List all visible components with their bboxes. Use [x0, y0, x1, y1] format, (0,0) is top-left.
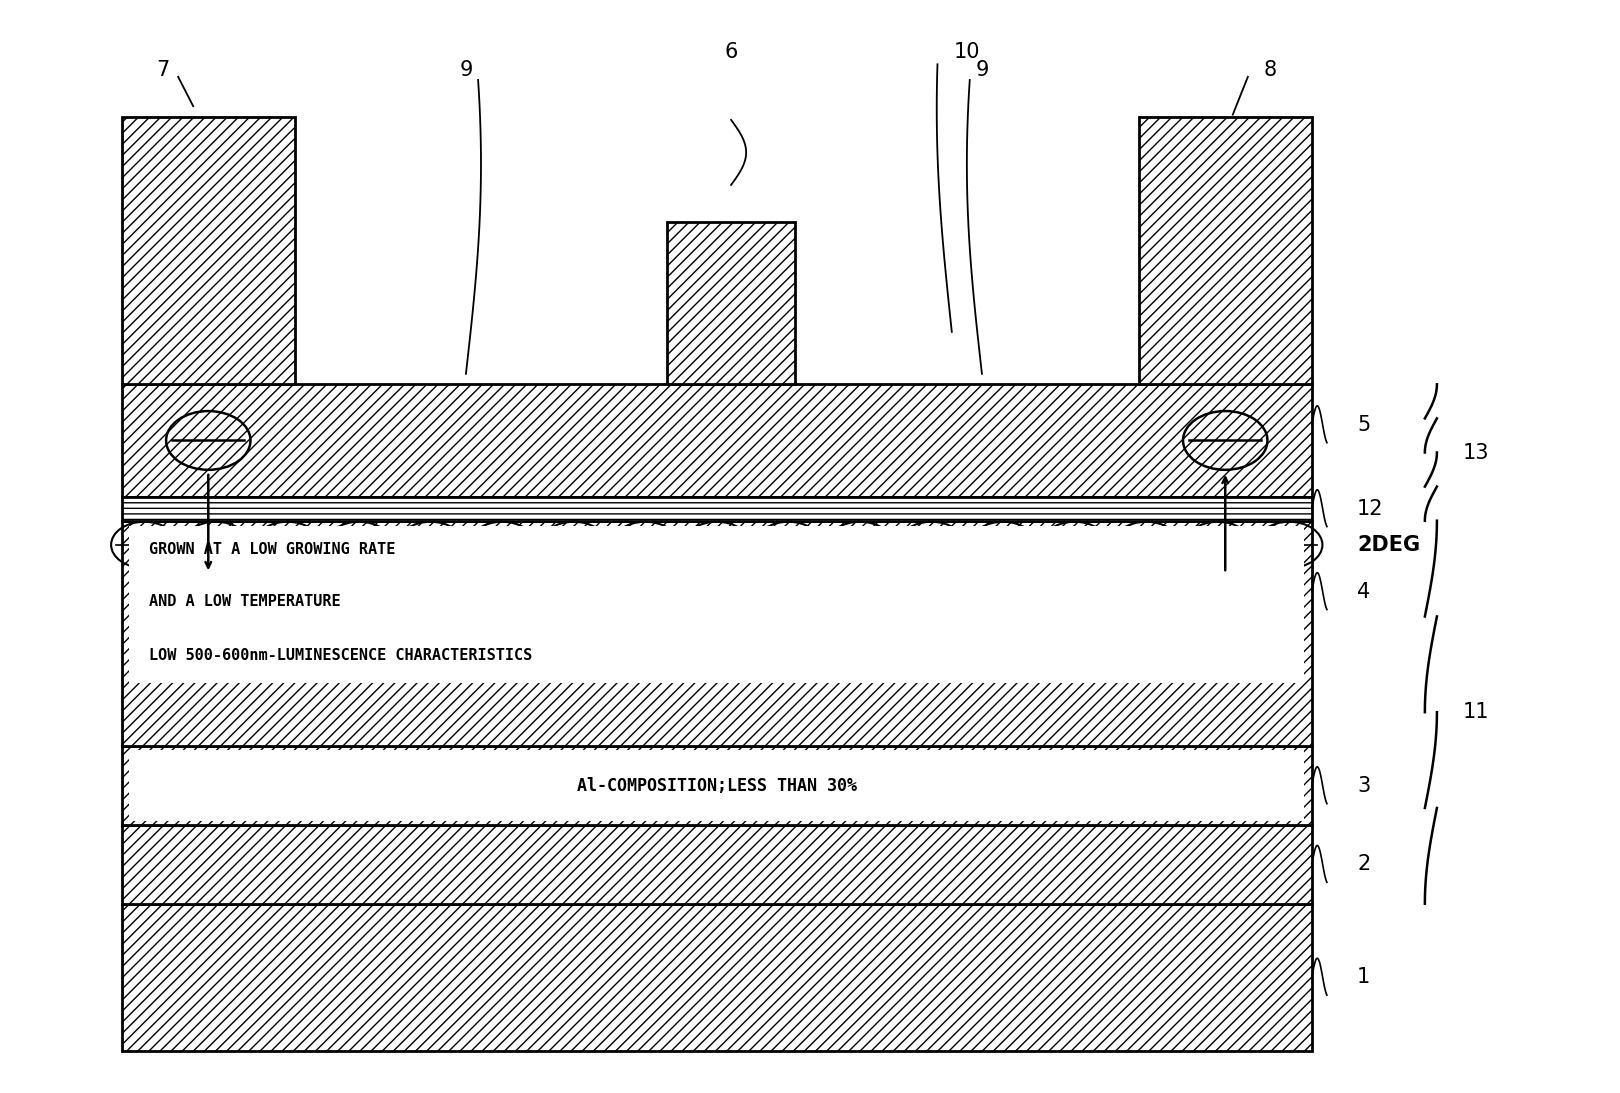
Text: 12: 12: [1358, 498, 1383, 519]
Bar: [122, 117, 295, 385]
Text: 9: 9: [458, 59, 473, 80]
Text: 13: 13: [1463, 443, 1489, 462]
Text: 5: 5: [1358, 414, 1371, 435]
Text: 6: 6: [724, 42, 737, 61]
Text: 7: 7: [157, 59, 170, 80]
Text: 3: 3: [1358, 776, 1371, 796]
Text: AND A LOW TEMPERATURE: AND A LOW TEMPERATURE: [149, 593, 340, 609]
Bar: [122, 385, 1312, 496]
Text: GROWN AT A LOW GROWING RATE: GROWN AT A LOW GROWING RATE: [149, 542, 395, 557]
Text: 1: 1: [1358, 967, 1371, 987]
Bar: [122, 825, 1312, 904]
Bar: [122, 904, 1312, 1050]
Bar: [130, 526, 1304, 683]
Text: 11: 11: [1463, 702, 1489, 722]
Bar: [122, 496, 1312, 520]
Text: Al-COMPOSITION;LESS THAN 30%: Al-COMPOSITION;LESS THAN 30%: [577, 777, 857, 795]
Bar: [130, 751, 1304, 821]
Text: 2DEG: 2DEG: [1358, 534, 1421, 555]
Text: 10: 10: [954, 42, 980, 61]
Text: 4: 4: [1358, 581, 1371, 601]
Text: 2: 2: [1358, 855, 1371, 874]
Bar: [122, 747, 1312, 825]
Text: 9: 9: [975, 59, 988, 80]
Text: LOW 500-600nm-LUMINESCENCE CHARACTERISTICS: LOW 500-600nm-LUMINESCENCE CHARACTERISTI…: [149, 647, 531, 662]
Bar: [667, 222, 795, 385]
Text: 8: 8: [1264, 59, 1277, 80]
Bar: [1139, 117, 1312, 385]
Bar: [122, 520, 1312, 747]
